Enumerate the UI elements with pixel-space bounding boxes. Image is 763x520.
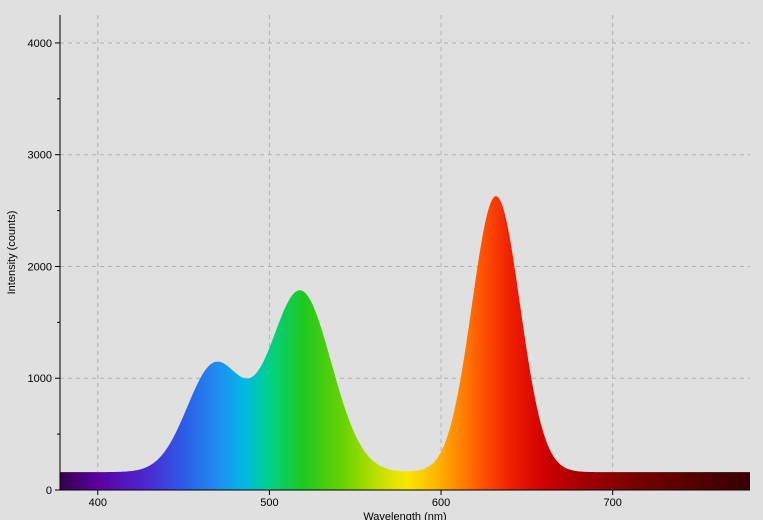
chart-svg: 400 500 600 700 Wavelength (nm) 0 1000 2000 3000…: [0, 0, 763, 520]
chart-background: [0, 0, 763, 520]
y-tick-label: 3000: [28, 150, 52, 162]
x-tick-label: 700: [604, 497, 622, 509]
spectrum-chart: 400 500 600 700 Wavelength (nm) 0 1000 2000 3000…: [0, 0, 763, 520]
x-tick-label: 500: [260, 497, 278, 509]
x-tick-label: 600: [432, 497, 450, 509]
y-tick-label: 0: [46, 485, 52, 497]
y-tick-label: 4000: [28, 38, 52, 50]
y-tick-label: 1000: [28, 373, 52, 385]
y-tick-label: 2000: [28, 261, 52, 273]
x-axis-label: Wavelength (nm): [363, 511, 446, 520]
y-axis-label: Intensity (counts): [6, 211, 18, 295]
x-tick-label: 400: [89, 497, 107, 509]
